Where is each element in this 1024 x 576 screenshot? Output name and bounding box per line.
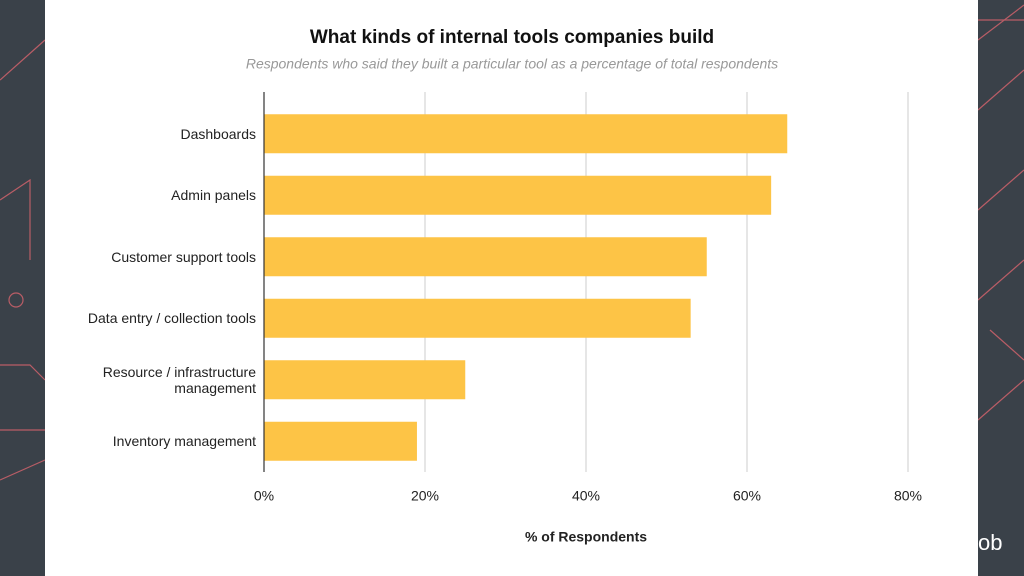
chart-subtitle: Respondents who said they built a partic… [246,56,778,72]
y-tick-label: Resource / infrastructure management [102,363,256,396]
x-tick-label: 80% [894,488,922,504]
y-tick-label: Inventory management [112,433,256,450]
x-tick-label: 40% [572,488,600,504]
x-tick-label: 60% [733,488,761,504]
bar [264,237,707,277]
y-tick-label: Admin panels [171,187,256,204]
bar [264,298,691,338]
bar [264,360,466,400]
bar [264,421,417,461]
chart-title: What kinds of internal tools companies b… [310,27,714,48]
x-tick-label: 0% [254,488,274,504]
y-tick-label: Customer support tools [111,248,256,265]
y-tick-label: Data entry / collection tools [87,310,256,327]
x-axis-label: % of Respondents [525,529,647,545]
bar [264,175,772,215]
logo: ob [978,530,1003,555]
x-tick-label: 20% [411,488,439,504]
y-tick-label: Dashboards [180,125,257,142]
slide-panel [45,0,978,576]
bar [264,114,788,154]
